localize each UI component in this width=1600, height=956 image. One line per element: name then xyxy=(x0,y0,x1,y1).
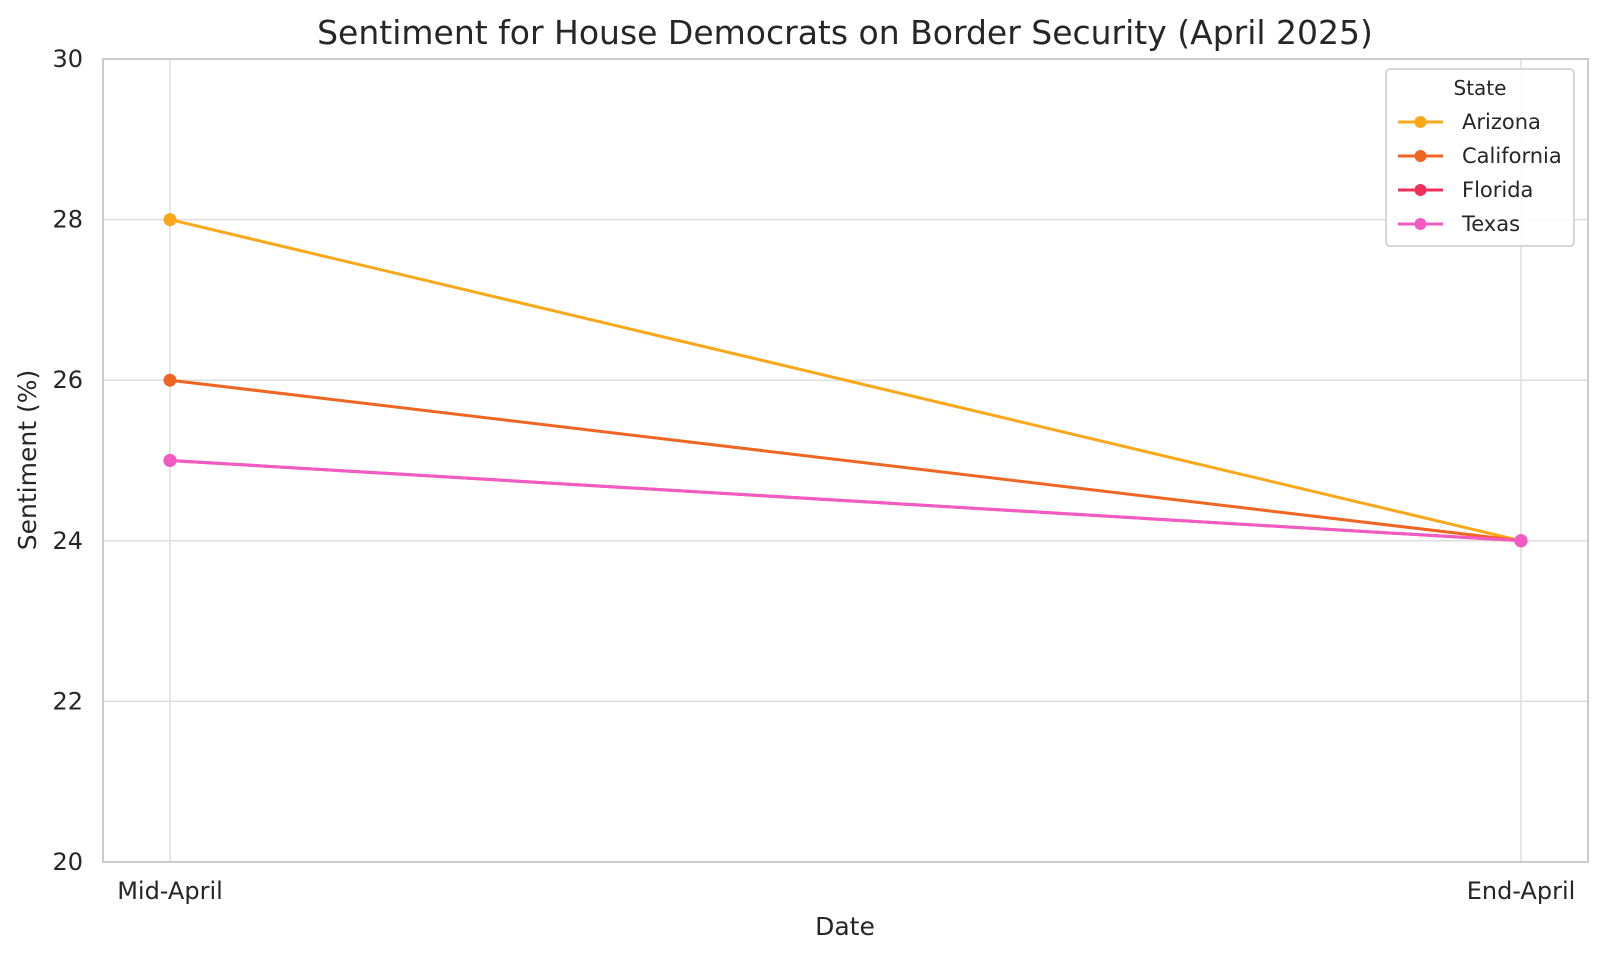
legend-marker xyxy=(1414,116,1427,128)
data-point xyxy=(163,213,177,227)
x-tick-label: End-April xyxy=(1467,877,1576,905)
legend-marker xyxy=(1414,218,1427,230)
legend-marker xyxy=(1414,184,1427,196)
legend-item: Florida xyxy=(1398,178,1533,202)
y-tick-label: 30 xyxy=(52,45,83,73)
legend-items: Arizona California Florida Texas xyxy=(1398,110,1562,236)
plot-frame xyxy=(102,58,1589,863)
legend-marker xyxy=(1414,150,1427,162)
y-tick-label: 28 xyxy=(52,206,83,234)
series-line xyxy=(169,378,1522,543)
series-layer xyxy=(163,213,1528,548)
data-point xyxy=(1514,534,1528,548)
y-tick-label: 26 xyxy=(52,366,83,394)
series-texas xyxy=(163,454,1528,548)
y-axis-label: Sentiment (%) xyxy=(13,370,42,550)
legend-label: Arizona xyxy=(1462,110,1541,134)
legend-label: California xyxy=(1462,144,1562,168)
y-tick-labels: 20 22 24 26 28 30 xyxy=(52,45,83,876)
legend-item: California xyxy=(1398,144,1562,168)
legend-item: Texas xyxy=(1398,212,1520,236)
legend-item: Arizona xyxy=(1398,110,1541,134)
y-tick-label: 22 xyxy=(52,687,83,715)
x-tick-label: Mid-April xyxy=(117,877,223,905)
legend-label: Texas xyxy=(1461,212,1520,236)
chart-title: Sentiment for House Democrats on Border … xyxy=(317,13,1373,52)
legend: State Arizona California Florida Texas xyxy=(1385,68,1575,247)
series-line xyxy=(169,459,1522,543)
x-tick-labels: Mid-April End-April xyxy=(117,877,1575,905)
series-line xyxy=(169,218,1522,543)
legend-title: State xyxy=(1454,76,1507,100)
legend-box xyxy=(1385,68,1575,247)
y-tick-label: 20 xyxy=(52,848,83,876)
data-point xyxy=(163,373,177,387)
data-point xyxy=(163,454,177,467)
legend-label: Florida xyxy=(1462,178,1533,202)
x-axis-label: Date xyxy=(815,912,875,941)
y-tick-label: 24 xyxy=(52,527,83,555)
